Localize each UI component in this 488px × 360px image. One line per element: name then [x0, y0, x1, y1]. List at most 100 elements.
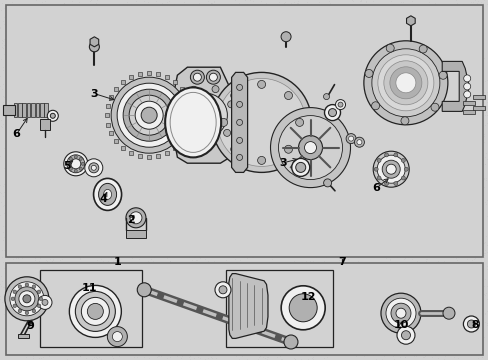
Point: [21, 75, 29, 81]
Point: [275, 305, 283, 311]
Point: [382, 8, 389, 13]
Point: [451, 114, 459, 120]
Point: [312, 41, 320, 47]
Point: [206, 354, 214, 360]
Point: [100, 298, 107, 303]
Point: [25, 241, 33, 247]
Point: [37, 323, 44, 329]
Point: [431, 296, 439, 301]
Point: [232, 129, 240, 135]
Point: [29, 227, 37, 233]
Point: [50, 17, 58, 23]
Point: [120, 82, 127, 87]
Point: [83, 261, 91, 267]
Point: [399, 82, 407, 88]
Point: [355, 249, 363, 255]
Point: [296, 113, 304, 118]
Point: [352, 284, 360, 290]
Point: [186, 353, 194, 359]
Point: [397, 326, 405, 332]
Point: [89, 338, 97, 344]
Point: [210, 201, 218, 206]
Point: [160, 294, 167, 300]
Point: [13, 347, 20, 352]
Point: [455, 206, 463, 211]
Point: [202, 37, 210, 43]
Point: [460, 16, 468, 22]
Point: [1, 295, 9, 301]
Point: [220, 297, 227, 302]
Point: [256, 313, 264, 319]
Point: [340, 66, 347, 72]
Point: [420, 149, 428, 155]
Point: [116, 318, 124, 324]
Point: [47, 69, 55, 75]
Point: [161, 18, 168, 24]
Point: [141, 8, 149, 14]
Point: [468, 282, 476, 288]
Point: [107, 287, 115, 293]
Point: [406, 106, 414, 112]
Point: [31, 47, 39, 53]
Point: [397, 85, 405, 90]
Point: [134, 279, 142, 285]
Point: [441, 357, 448, 360]
Point: [6, 59, 14, 65]
Point: [96, 307, 104, 312]
Point: [110, 265, 118, 270]
Point: [1, 100, 9, 105]
Point: [115, 329, 123, 334]
Point: [144, 222, 152, 228]
Point: [367, 231, 375, 237]
Point: [100, 34, 108, 40]
Point: [10, 212, 18, 218]
Point: [469, 47, 477, 53]
Point: [32, 0, 40, 3]
Point: [184, 50, 192, 56]
Point: [316, 352, 324, 357]
Point: [415, 158, 423, 164]
Point: [315, 222, 323, 228]
Point: [77, 172, 84, 178]
Point: [351, 353, 359, 359]
Point: [419, 332, 427, 338]
Point: [336, 38, 344, 44]
Point: [454, 131, 462, 137]
Point: [88, 356, 96, 360]
Point: [121, 290, 129, 296]
Point: [356, 196, 364, 202]
Point: [212, 19, 220, 25]
Point: [200, 56, 208, 62]
Point: [369, 182, 377, 188]
Point: [113, 284, 121, 290]
Circle shape: [346, 134, 355, 144]
Point: [2, 216, 10, 222]
Point: [451, 240, 459, 246]
Point: [304, 156, 311, 161]
Point: [170, 235, 178, 240]
Point: [455, 46, 463, 52]
Point: [227, 192, 235, 198]
Point: [80, 126, 87, 132]
Point: [434, 311, 442, 316]
Point: [54, 121, 62, 127]
Point: [90, 349, 98, 355]
Point: [18, 255, 26, 260]
Point: [461, 44, 468, 49]
Point: [360, 147, 367, 153]
Point: [339, 36, 347, 41]
Point: [362, 188, 370, 194]
Point: [390, 50, 398, 56]
Point: [351, 17, 359, 23]
Point: [325, 251, 333, 256]
Point: [326, 208, 334, 213]
Point: [453, 255, 461, 260]
Point: [185, 204, 193, 210]
Point: [67, 69, 75, 75]
Point: [427, 350, 434, 355]
Point: [325, 0, 332, 4]
Point: [39, 175, 47, 181]
Point: [239, 125, 246, 131]
Point: [21, 43, 29, 49]
Point: [413, 62, 421, 67]
